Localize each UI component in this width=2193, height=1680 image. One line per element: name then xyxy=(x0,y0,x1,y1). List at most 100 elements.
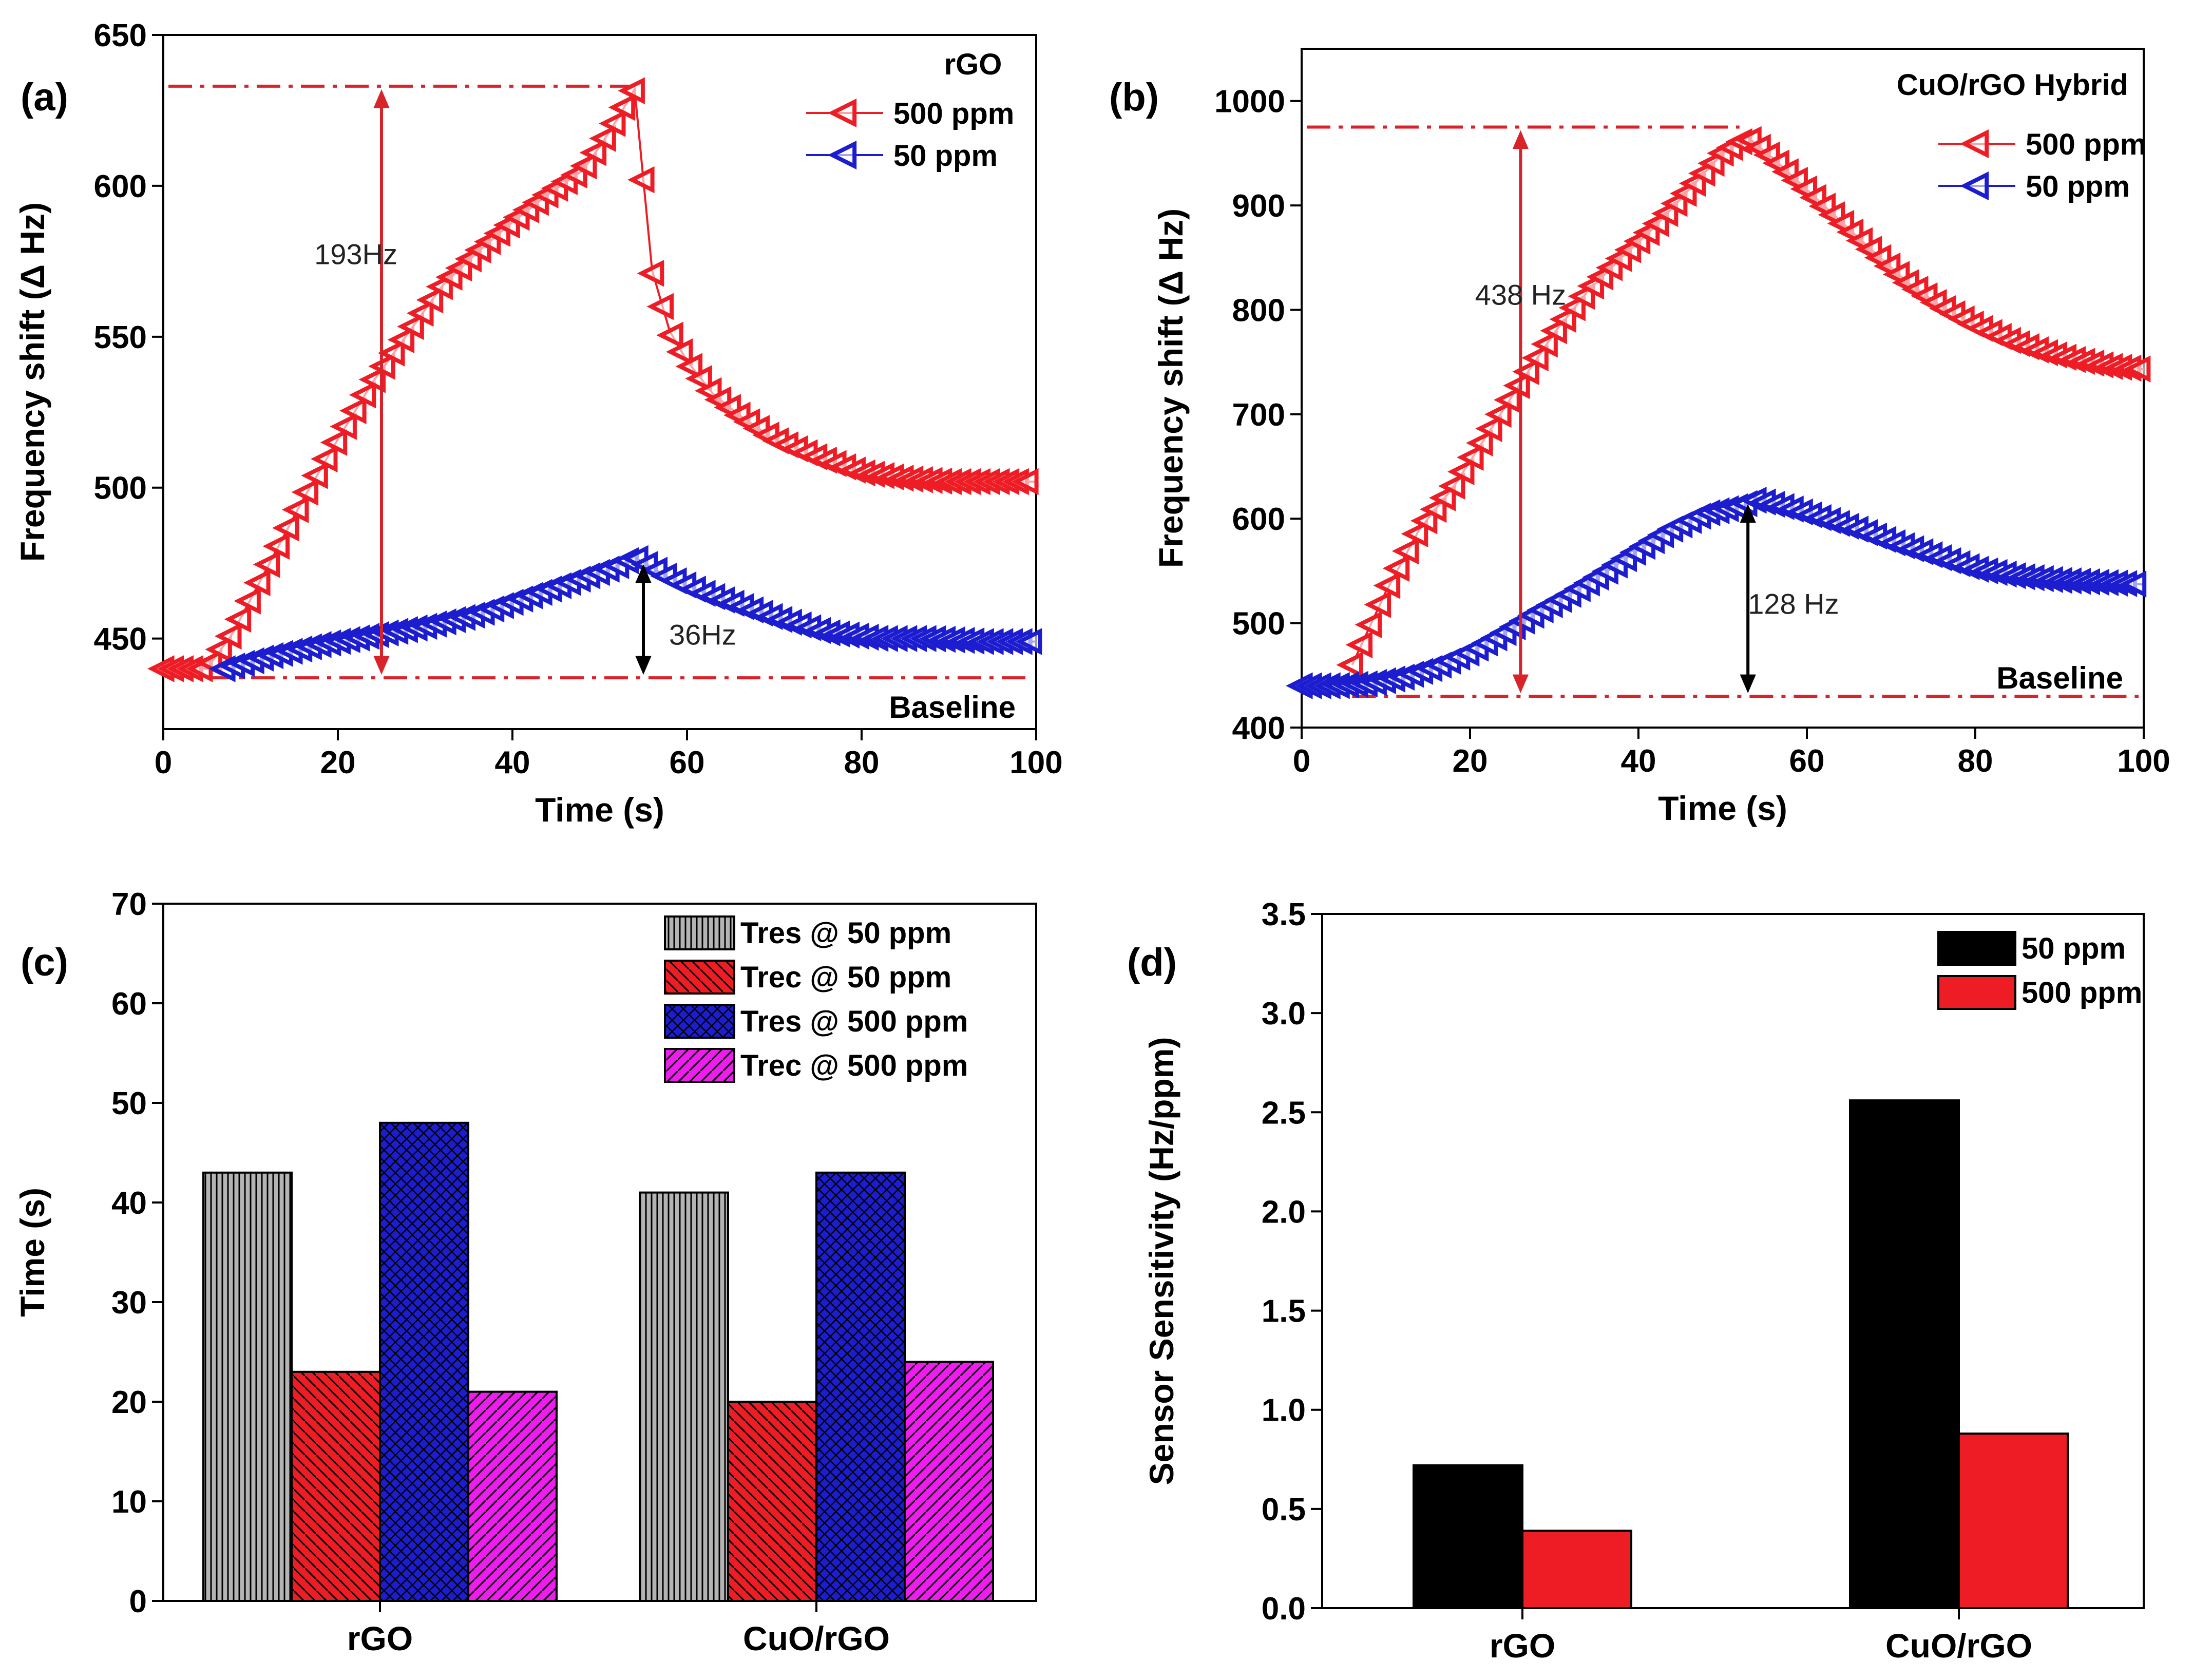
data-point xyxy=(1015,628,1042,655)
data-point xyxy=(234,587,261,615)
data-point xyxy=(637,260,664,287)
data-point xyxy=(675,353,703,380)
series-markers-1 xyxy=(208,545,1042,682)
y-tick-label: 500 xyxy=(94,471,147,506)
low-shift-label: 36Hz xyxy=(669,618,736,651)
legend-label: Tres @ 50 ppm xyxy=(740,917,951,950)
data-point xyxy=(665,338,693,366)
data-point xyxy=(685,365,712,392)
data-point xyxy=(330,413,357,440)
y-tick-label: 700 xyxy=(1232,397,1285,433)
data-point xyxy=(416,286,444,314)
data-point xyxy=(1503,372,1530,399)
legend-marker xyxy=(1960,129,1989,159)
y-tick-label: 600 xyxy=(1232,502,1285,537)
x-tick-label: 0 xyxy=(155,745,172,780)
y-tick-label: 0.0 xyxy=(1262,1591,1306,1627)
baseline-label: Baseline xyxy=(889,690,1016,724)
chart-title: CuO/rGO Hybrid xyxy=(1897,68,2128,102)
bar xyxy=(467,1390,558,1602)
data-point xyxy=(1456,444,1484,471)
arrow-head xyxy=(635,564,652,583)
legend-swatch xyxy=(664,915,735,950)
chart-panel-b: 400 500 600 700 800 900 1000 0 20 40 60 80 100 Time (… xyxy=(1109,48,2170,827)
data-point xyxy=(1558,294,1586,321)
peak-shift-label: 438 Hz xyxy=(1475,278,1566,311)
y-tick-label: 600 xyxy=(94,169,147,204)
panel-label: (d) xyxy=(1127,941,1177,984)
arrow-head xyxy=(373,89,390,108)
legend-label: Tres @ 500 ppm xyxy=(740,1005,968,1038)
chart-title: rGO xyxy=(944,48,1002,81)
data-point xyxy=(1345,631,1373,659)
low-shift-label: 128 Hz xyxy=(1748,587,1839,620)
data-point xyxy=(1428,484,1456,511)
data-point xyxy=(1391,538,1419,565)
bar xyxy=(727,1401,817,1602)
peak-shift-label: 193Hz xyxy=(314,238,397,271)
legend-label: 50 ppm xyxy=(2022,932,2126,965)
arrow-head xyxy=(1512,130,1529,149)
y-axis-title: Frequency shift (Δ Hz) xyxy=(13,202,51,562)
data-point xyxy=(224,605,252,633)
category-label: rGO xyxy=(1490,1627,1555,1665)
data-point xyxy=(1438,472,1465,500)
legend-marker xyxy=(828,140,857,170)
category-label: rGO xyxy=(347,1619,413,1657)
plot-frame xyxy=(162,903,1037,1602)
legend-label: 50 ppm xyxy=(893,139,998,173)
legend-marker xyxy=(1960,171,1989,201)
y-tick-label: 900 xyxy=(1232,188,1285,224)
plot-frame xyxy=(1301,48,2145,729)
legend-label: 500 ppm xyxy=(2022,976,2142,1009)
y-tick-label: 650 xyxy=(94,18,147,53)
arrow-head xyxy=(1740,504,1756,523)
bar xyxy=(904,1361,994,1602)
data-point xyxy=(627,166,655,194)
data-point xyxy=(339,397,367,425)
data-point xyxy=(1419,495,1447,523)
y-axis-title: Sensor Sensitivity (Hz/ppm) xyxy=(1142,1037,1180,1485)
data-point xyxy=(1382,555,1410,582)
y-tick-label: 0.5 xyxy=(1262,1492,1306,1528)
chart-panel-c: 0 10 20 30 40 50 60 70 Time (s) (c) rGO CuO/rGO Tres… xyxy=(13,887,1037,1657)
data-point xyxy=(1494,386,1521,414)
y-tick-label: 20 xyxy=(111,1385,147,1420)
bar xyxy=(202,1171,293,1602)
data-point xyxy=(618,77,645,105)
y-tick-label: 10 xyxy=(111,1484,147,1520)
y-tick-label: 800 xyxy=(1232,293,1285,328)
bar xyxy=(379,1121,469,1602)
data-point xyxy=(377,339,405,367)
x-tick-label: 100 xyxy=(2117,743,2170,779)
y-tick-label: 1.5 xyxy=(1262,1294,1306,1329)
panel-label: (c) xyxy=(21,941,68,984)
bar xyxy=(1958,1433,2069,1610)
x-tick-label: 20 xyxy=(1453,743,1488,779)
plot-frame xyxy=(162,34,1037,730)
legend-swatch xyxy=(664,960,735,995)
category-label: CuO/rGO xyxy=(743,1619,890,1657)
panel-label: (b) xyxy=(1109,75,1159,119)
x-tick-label: 60 xyxy=(670,745,705,780)
data-point xyxy=(656,321,683,349)
y-tick-label: 3.5 xyxy=(1262,897,1306,932)
bar xyxy=(639,1191,729,1602)
data-point xyxy=(349,381,376,409)
data-point xyxy=(387,326,415,353)
plot-frame xyxy=(1321,913,2145,1609)
data-point xyxy=(1484,400,1512,428)
arrow-head xyxy=(635,656,652,675)
data-point xyxy=(589,125,616,152)
x-tick-label: 40 xyxy=(1621,743,1656,779)
legend-label: Trec @ 50 ppm xyxy=(740,961,951,994)
y-tick-label: 60 xyxy=(111,986,147,1022)
series-markers-1 xyxy=(1286,486,2147,699)
y-tick-label: 2.5 xyxy=(1262,1095,1306,1131)
legend-label: Trec @ 500 ppm xyxy=(740,1049,968,1082)
legend-swatch xyxy=(1937,975,2016,1010)
y-tick-label: 3.0 xyxy=(1262,996,1306,1032)
y-tick-label: 2.0 xyxy=(1262,1194,1306,1230)
data-point xyxy=(2123,355,2151,383)
data-point xyxy=(253,551,280,578)
